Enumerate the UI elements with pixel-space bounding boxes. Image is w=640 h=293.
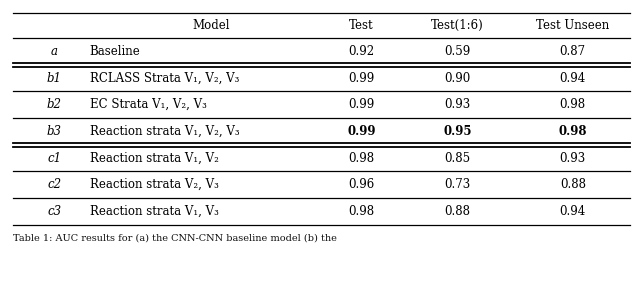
Text: 0.98: 0.98 xyxy=(560,98,586,111)
Text: 0.90: 0.90 xyxy=(444,71,471,85)
Text: 0.99: 0.99 xyxy=(348,125,376,138)
Text: a: a xyxy=(51,45,58,58)
Text: Reaction strata V₂, V₃: Reaction strata V₂, V₃ xyxy=(90,178,218,191)
Text: RCLASS Strata V₁, V₂, V₃: RCLASS Strata V₁, V₂, V₃ xyxy=(90,71,239,85)
Text: Reaction strata V₁, V₃: Reaction strata V₁, V₃ xyxy=(90,205,218,218)
Text: 0.59: 0.59 xyxy=(444,45,471,58)
Text: Reaction strata V₁, V₂: Reaction strata V₁, V₂ xyxy=(90,151,218,165)
Text: 0.93: 0.93 xyxy=(559,151,586,165)
Text: 0.98: 0.98 xyxy=(349,151,374,165)
Text: Test Unseen: Test Unseen xyxy=(536,19,609,32)
Text: 0.88: 0.88 xyxy=(445,205,470,218)
Text: 0.96: 0.96 xyxy=(348,178,375,191)
Text: 0.99: 0.99 xyxy=(348,71,375,85)
Text: Baseline: Baseline xyxy=(90,45,140,58)
Text: Test(1:6): Test(1:6) xyxy=(431,19,484,32)
Text: 0.73: 0.73 xyxy=(444,178,471,191)
Text: 0.94: 0.94 xyxy=(559,71,586,85)
Text: Model: Model xyxy=(193,19,230,32)
Text: 0.88: 0.88 xyxy=(560,178,586,191)
Text: c2: c2 xyxy=(47,178,61,191)
Text: EC Strata V₁, V₂, V₃: EC Strata V₁, V₂, V₃ xyxy=(90,98,207,111)
Text: b1: b1 xyxy=(47,71,62,85)
Text: c1: c1 xyxy=(47,151,61,165)
Text: c3: c3 xyxy=(47,205,61,218)
Text: b2: b2 xyxy=(47,98,62,111)
Text: 0.98: 0.98 xyxy=(559,125,587,138)
Text: 0.99: 0.99 xyxy=(348,98,375,111)
Text: 0.94: 0.94 xyxy=(559,205,586,218)
Text: Test: Test xyxy=(349,19,374,32)
Text: 0.93: 0.93 xyxy=(444,98,471,111)
Text: 0.98: 0.98 xyxy=(349,205,374,218)
Text: 0.87: 0.87 xyxy=(560,45,586,58)
Text: Table 1: AUC results for (a) the CNN-CNN baseline model (b) the: Table 1: AUC results for (a) the CNN-CNN… xyxy=(13,234,337,242)
Text: Reaction strata V₁, V₂, V₃: Reaction strata V₁, V₂, V₃ xyxy=(90,125,239,138)
Text: 0.85: 0.85 xyxy=(445,151,470,165)
Text: b3: b3 xyxy=(47,125,62,138)
Text: 0.95: 0.95 xyxy=(444,125,472,138)
Text: 0.92: 0.92 xyxy=(349,45,374,58)
